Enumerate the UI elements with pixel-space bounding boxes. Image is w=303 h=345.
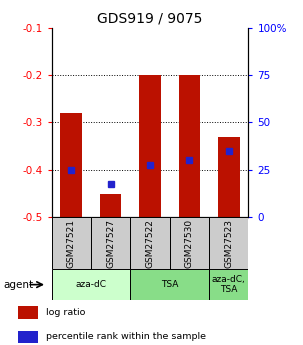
Bar bbox=[209, 217, 248, 269]
Bar bbox=[130, 269, 209, 300]
Bar bbox=[218, 137, 240, 217]
Text: percentile rank within the sample: percentile rank within the sample bbox=[46, 333, 206, 342]
Text: aza-dC: aza-dC bbox=[75, 280, 106, 289]
Bar bbox=[18, 306, 38, 319]
Title: GDS919 / 9075: GDS919 / 9075 bbox=[97, 11, 203, 25]
Bar bbox=[60, 113, 82, 217]
Text: agent: agent bbox=[3, 280, 33, 289]
Bar bbox=[52, 217, 91, 269]
Bar bbox=[52, 269, 130, 300]
Text: GSM27523: GSM27523 bbox=[224, 219, 233, 268]
Text: log ratio: log ratio bbox=[46, 308, 85, 317]
Text: GSM27521: GSM27521 bbox=[67, 219, 76, 268]
Bar bbox=[178, 75, 200, 217]
Bar bbox=[130, 217, 170, 269]
Bar bbox=[170, 217, 209, 269]
Text: GSM27527: GSM27527 bbox=[106, 219, 115, 268]
Bar bbox=[209, 269, 248, 300]
Text: TSA: TSA bbox=[161, 280, 178, 289]
Bar bbox=[91, 217, 130, 269]
Text: GSM27522: GSM27522 bbox=[145, 219, 155, 268]
Text: aza-dC,
TSA: aza-dC, TSA bbox=[212, 275, 246, 294]
Bar bbox=[100, 194, 122, 217]
Text: GSM27530: GSM27530 bbox=[185, 219, 194, 268]
Bar bbox=[18, 331, 38, 343]
Bar bbox=[139, 75, 161, 217]
